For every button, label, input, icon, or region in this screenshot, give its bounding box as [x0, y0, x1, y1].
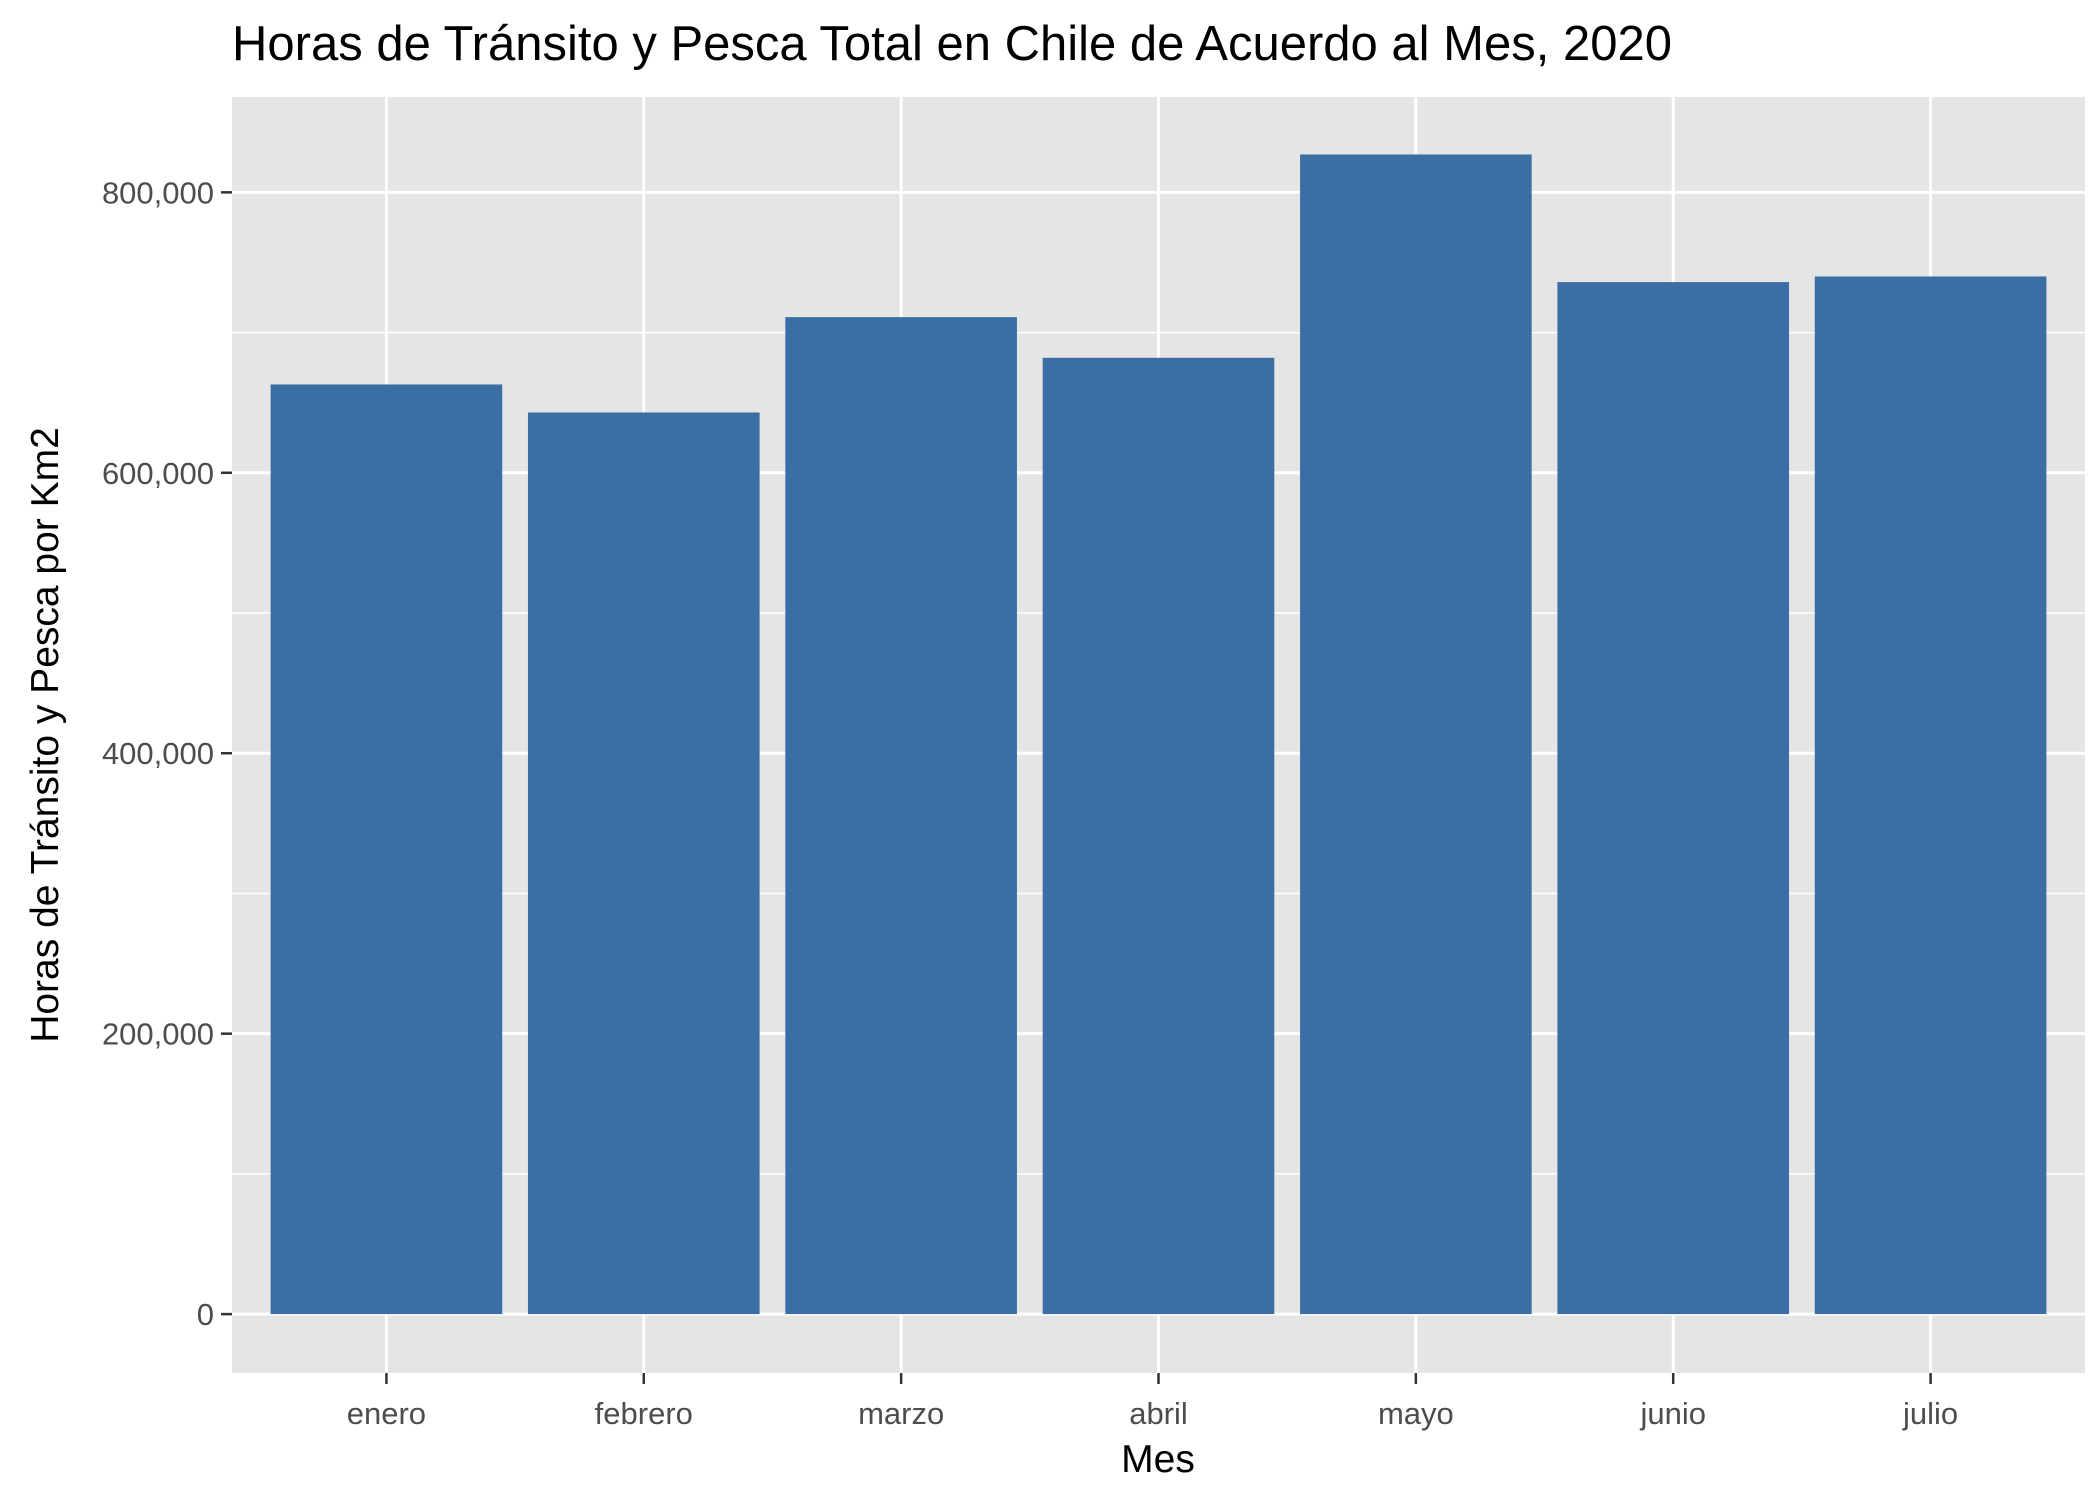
- x-tick-label: febrero: [595, 1396, 693, 1431]
- y-tick-label: 600,000: [102, 456, 214, 491]
- bar-mayo: [1300, 154, 1532, 1315]
- bar-julio: [1814, 276, 2047, 1315]
- y-tick-label: 400,000: [102, 736, 214, 771]
- y-tick-label: 800,000: [102, 175, 214, 210]
- y-axis: 0 200,000 400,000 600,000 800,000: [102, 175, 232, 1332]
- y-axis-title: Horas de Tránsito y Pesca por Km2: [24, 427, 67, 1043]
- bar-abril: [1042, 357, 1275, 1315]
- x-tick-label: marzo: [858, 1396, 944, 1431]
- bars-group: [270, 154, 2047, 1315]
- y-tick-label: 0: [197, 1297, 214, 1332]
- x-axis-title: Mes: [1121, 1438, 1195, 1481]
- x-tick-label: julio: [1902, 1396, 1958, 1431]
- bar-enero: [270, 384, 503, 1315]
- x-tick-label: enero: [347, 1396, 426, 1431]
- y-tick-label: 200,000: [102, 1017, 214, 1052]
- x-tick-label: abril: [1129, 1396, 1188, 1431]
- bar-febrero: [527, 412, 760, 1315]
- x-tick-label: mayo: [1378, 1396, 1454, 1431]
- x-tick-label: junio: [1639, 1396, 1706, 1431]
- x-axis: enero febrero marzo abril mayo junio julio: [347, 1373, 1958, 1431]
- chart-title: Horas de Tránsito y Pesca Total en Chile…: [232, 17, 1672, 71]
- bar-junio: [1557, 282, 1790, 1315]
- bar-marzo: [785, 317, 1017, 1315]
